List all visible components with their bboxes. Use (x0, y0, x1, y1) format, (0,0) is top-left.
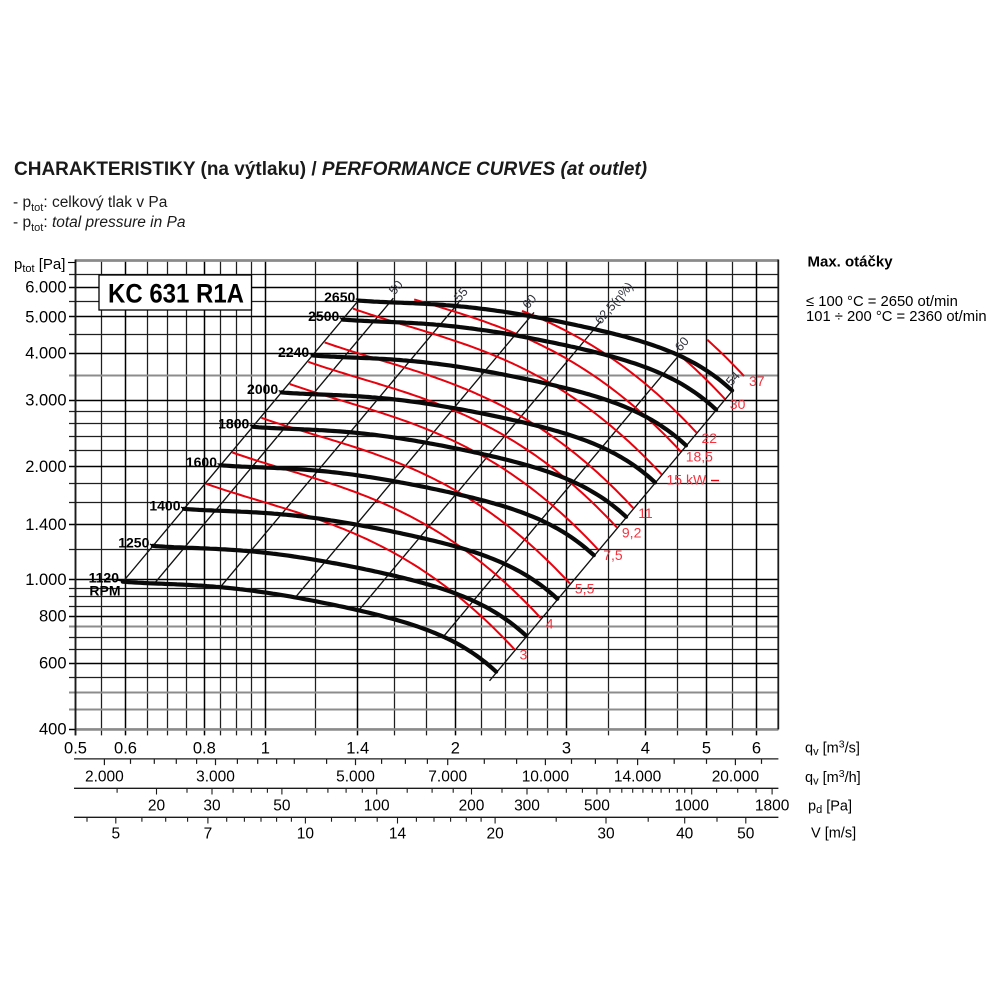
svg-text:0.6: 0.6 (114, 740, 137, 758)
svg-text:60: 60 (672, 334, 692, 354)
svg-text:2650: 2650 (324, 289, 355, 305)
svg-text:40: 40 (676, 826, 694, 843)
svg-text:1.400: 1.400 (25, 516, 66, 534)
svg-text:RPM: RPM (89, 583, 120, 599)
svg-text:500: 500 (584, 798, 610, 815)
svg-text:2.000: 2.000 (85, 769, 124, 786)
svg-text:60: 60 (520, 292, 540, 312)
svg-text:0.8: 0.8 (193, 740, 216, 758)
svg-text:1400: 1400 (149, 497, 180, 513)
svg-text:15 kW: 15 kW (667, 472, 707, 488)
svg-text:7,5: 7,5 (603, 547, 623, 563)
svg-text:1800: 1800 (755, 798, 790, 815)
svg-text:4.000: 4.000 (25, 345, 66, 363)
svg-text:2000: 2000 (247, 381, 278, 397)
svg-text:qv [m3/h]: qv [m3/h] (805, 768, 861, 788)
svg-text:62,5(η%): 62,5(η%) (592, 279, 636, 326)
svg-text:10.000: 10.000 (522, 769, 570, 786)
svg-text:1.000: 1.000 (25, 571, 66, 589)
svg-text:1000: 1000 (674, 798, 709, 815)
svg-text:11: 11 (638, 505, 653, 521)
svg-text:1: 1 (261, 740, 270, 758)
svg-text:50: 50 (386, 278, 406, 298)
svg-text:30: 30 (597, 826, 615, 843)
svg-text:Max. otáčky: Max. otáčky (808, 254, 894, 271)
svg-text:30: 30 (730, 396, 746, 412)
svg-text:9,2: 9,2 (622, 525, 642, 541)
svg-text:200: 200 (459, 798, 485, 815)
svg-text:2240: 2240 (278, 344, 309, 360)
svg-text:3: 3 (520, 647, 528, 663)
svg-text:2: 2 (451, 740, 460, 758)
svg-text:7.000: 7.000 (428, 769, 467, 786)
svg-text:800: 800 (39, 607, 67, 625)
svg-text:1120: 1120 (89, 570, 120, 586)
svg-text:4: 4 (641, 740, 650, 758)
svg-text:18,5: 18,5 (686, 449, 713, 465)
svg-text:5.000: 5.000 (25, 308, 66, 326)
svg-text:22: 22 (702, 430, 718, 446)
svg-text:KC 631 R1A: KC 631 R1A (108, 279, 244, 309)
svg-text:50: 50 (273, 798, 291, 815)
svg-text:37: 37 (749, 373, 765, 389)
svg-text:ptot [Pa]: ptot [Pa] (14, 256, 65, 275)
svg-text:pd [Pa]: pd [Pa] (808, 799, 852, 817)
svg-text:20.000: 20.000 (712, 769, 760, 786)
svg-text:3: 3 (562, 740, 571, 758)
svg-text:5,5: 5,5 (575, 581, 595, 597)
svg-text:3.000: 3.000 (196, 769, 235, 786)
svg-text:≤ 100 °C = 2650 ot/min: ≤ 100 °C = 2650 ot/min (806, 294, 958, 310)
svg-text:0.5: 0.5 (64, 740, 87, 758)
svg-text:6.000: 6.000 (25, 279, 66, 297)
svg-text:V [m/s]: V [m/s] (811, 826, 856, 842)
svg-text:2.000: 2.000 (25, 458, 66, 476)
svg-text:300: 300 (514, 798, 540, 815)
svg-text:20: 20 (148, 798, 166, 815)
svg-text:3.000: 3.000 (25, 392, 66, 410)
svg-text:1250: 1250 (118, 534, 149, 550)
svg-text:10: 10 (297, 826, 315, 843)
svg-text:1600: 1600 (186, 454, 217, 470)
svg-text:2500: 2500 (308, 308, 339, 324)
svg-text:4: 4 (546, 615, 554, 631)
svg-text:6: 6 (752, 740, 761, 758)
svg-text:20: 20 (486, 826, 504, 843)
svg-text:101 ÷ 200 °C = 2360 ot/min: 101 ÷ 200 °C = 2360 ot/min (806, 309, 987, 325)
svg-text:5: 5 (702, 740, 711, 758)
svg-text:5.000: 5.000 (336, 769, 375, 786)
svg-text:qv [m3/s]: qv [m3/s] (805, 739, 860, 759)
svg-text:5: 5 (111, 826, 120, 843)
svg-text:400: 400 (39, 721, 67, 739)
svg-text:50: 50 (737, 826, 755, 843)
svg-text:1.4: 1.4 (346, 740, 369, 758)
svg-text:1800: 1800 (218, 415, 249, 431)
svg-text:30: 30 (203, 798, 221, 815)
svg-text:14: 14 (389, 826, 407, 843)
svg-text:14.000: 14.000 (614, 769, 662, 786)
svg-text:100: 100 (364, 798, 390, 815)
svg-text:600: 600 (39, 654, 67, 672)
svg-text:7: 7 (204, 826, 213, 843)
